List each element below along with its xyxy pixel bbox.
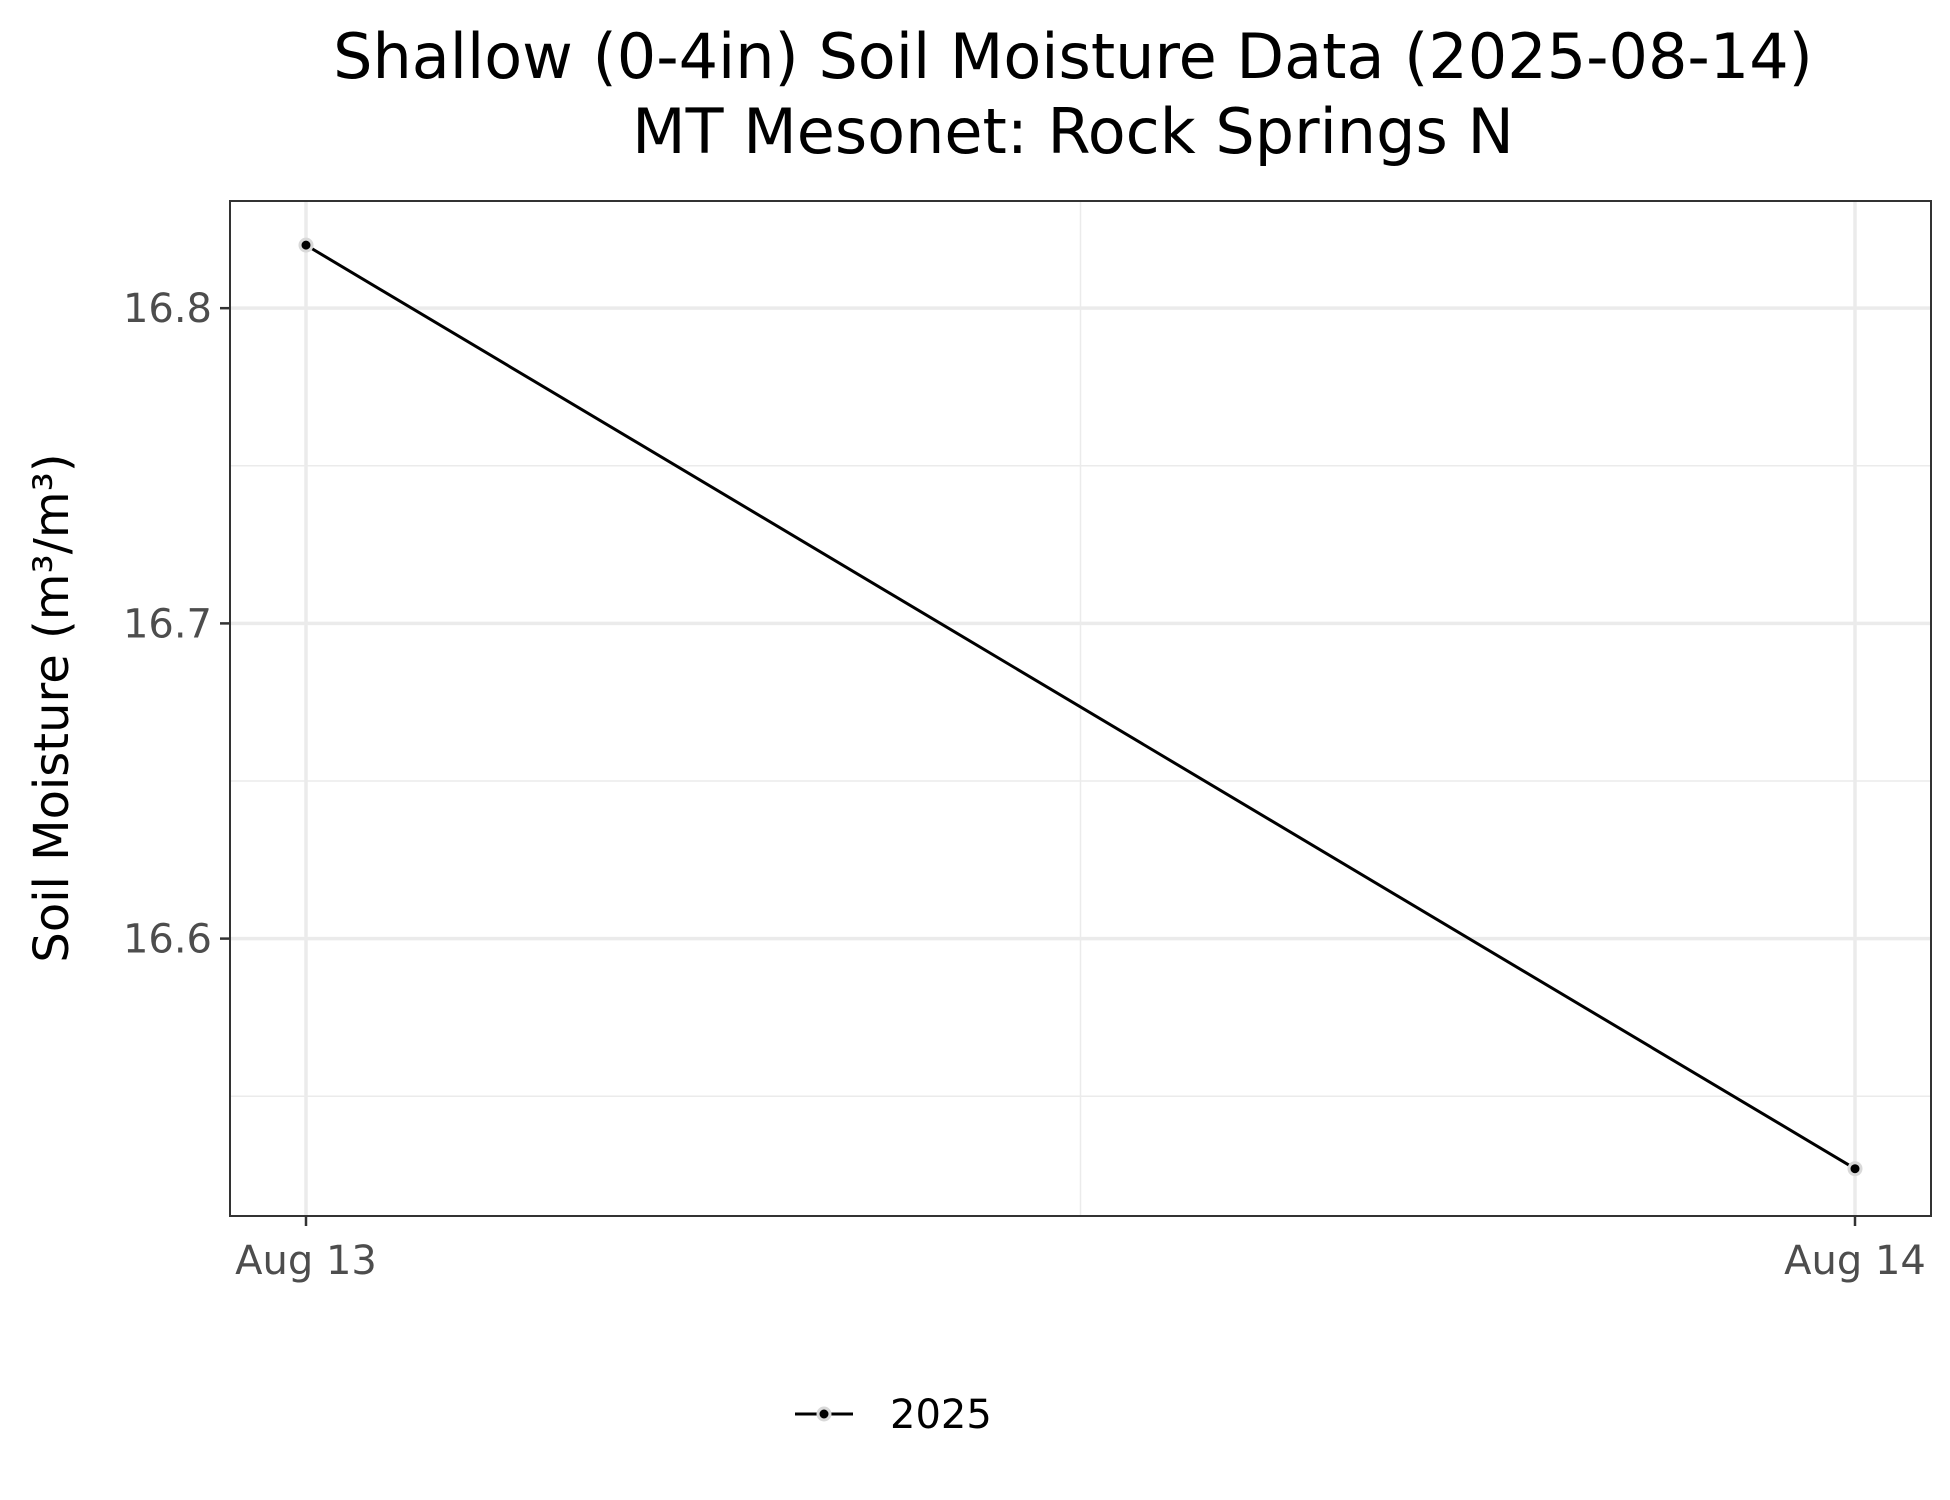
y-axis-title: Soil Moisture (m³/m³)	[24, 453, 80, 962]
x-tick-label: Aug 13	[235, 1238, 377, 1284]
series-layer	[298, 237, 1863, 1177]
plot-border	[229, 200, 1932, 1217]
data-point	[298, 237, 314, 253]
grid-lines	[230, 201, 1931, 1216]
legend-key-point	[816, 1406, 832, 1422]
x-tick-label: Aug 14	[1784, 1238, 1926, 1284]
y-tick-label: 16.7	[123, 601, 212, 647]
legend-label-2025: 2025	[890, 1392, 992, 1438]
x-axis: Aug 13 Aug 14	[235, 1216, 1926, 1284]
y-axis: 16.6 16.7 16.8	[123, 286, 230, 963]
y-tick-label: 16.8	[123, 286, 212, 332]
legend: 2025	[795, 1392, 992, 1438]
data-point	[1847, 1161, 1863, 1177]
chart-subtitle: MT Mesonet: Rock Springs N	[632, 95, 1514, 168]
chart-title: Shallow (0-4in) Soil Moisture Data (2025…	[333, 20, 1813, 93]
series-line	[305, 243, 1856, 1171]
y-tick-label: 16.6	[123, 917, 212, 963]
